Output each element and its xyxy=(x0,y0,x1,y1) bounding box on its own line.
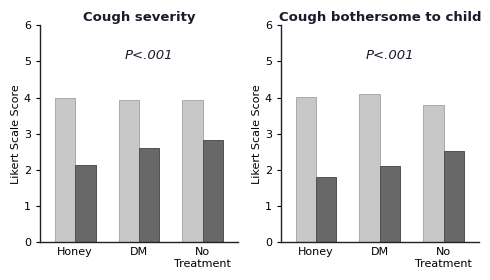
Bar xyxy=(380,166,400,242)
Text: P<.001: P<.001 xyxy=(124,49,173,62)
Bar xyxy=(139,148,159,242)
Text: P<.001: P<.001 xyxy=(366,49,414,62)
Bar xyxy=(295,97,316,242)
Bar xyxy=(316,177,337,242)
Bar xyxy=(423,105,444,242)
Title: Cough severity: Cough severity xyxy=(83,11,196,24)
Y-axis label: Likert Scale Score: Likert Scale Score xyxy=(252,84,262,184)
Bar xyxy=(182,100,203,242)
Bar xyxy=(55,98,75,242)
Bar xyxy=(75,165,96,242)
Y-axis label: Likert Scale Score: Likert Scale Score xyxy=(11,84,21,184)
Title: Cough bothersome to child: Cough bothersome to child xyxy=(279,11,481,24)
Bar xyxy=(444,151,464,242)
Bar xyxy=(119,100,139,242)
Bar xyxy=(360,94,380,242)
Bar xyxy=(203,140,223,242)
